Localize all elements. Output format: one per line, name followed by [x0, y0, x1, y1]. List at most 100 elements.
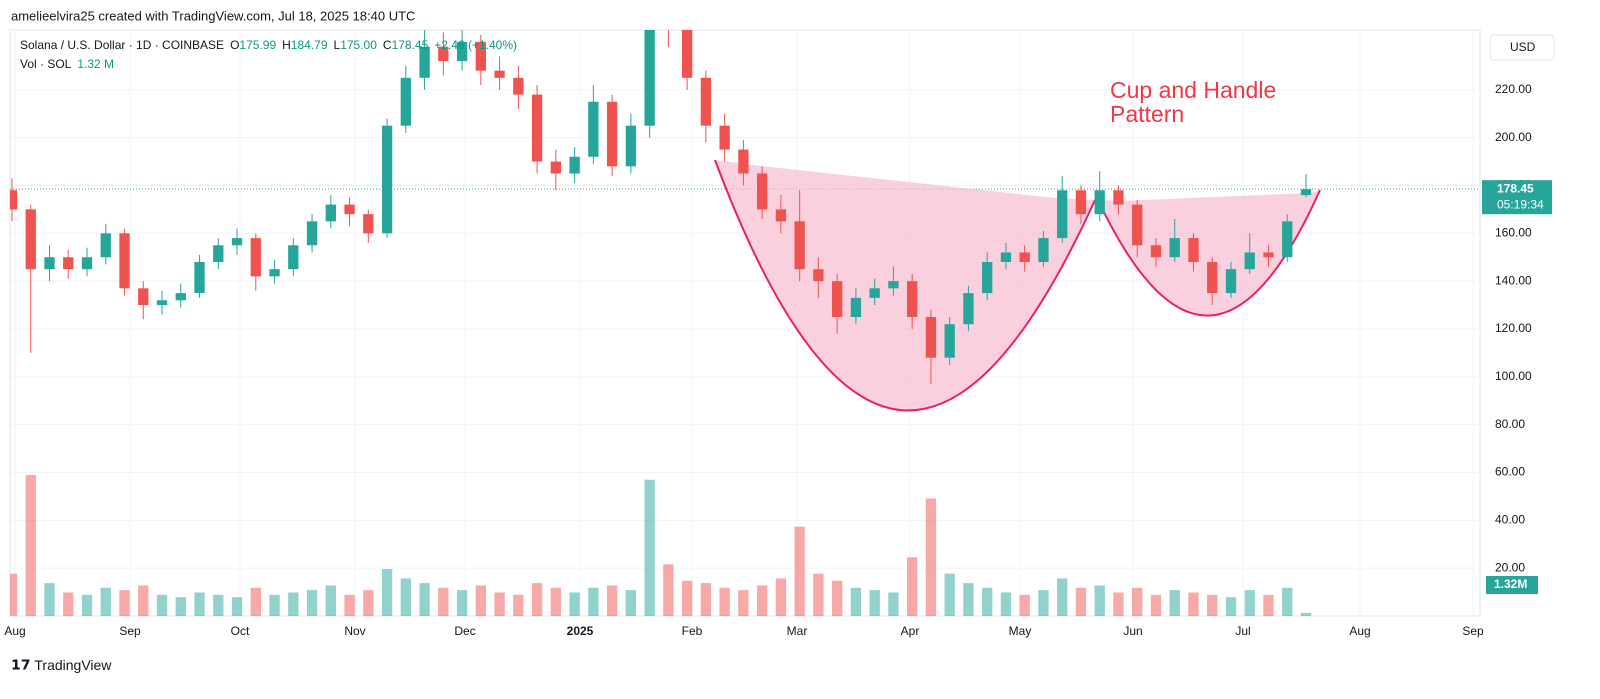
handle-fill — [1098, 190, 1320, 316]
candle-body — [381, 125, 393, 234]
y-tick-label: 100.00 — [1495, 369, 1532, 383]
volume-bar — [794, 526, 805, 616]
grid — [10, 30, 1480, 616]
x-tick-label: May — [1009, 624, 1032, 638]
currency[interactable]: USD — [1510, 40, 1536, 54]
volume-bar — [306, 590, 318, 616]
volume-layer — [10, 475, 1312, 616]
volume-bar — [569, 592, 580, 616]
candle-body — [1019, 252, 1030, 263]
symbol-legend: Solana / U.S. Dollar · 1D · COINBASE O175… — [20, 38, 517, 52]
candle-body — [663, 13, 673, 30]
volume-bar — [944, 573, 955, 616]
candle-body — [1132, 204, 1143, 246]
volume-bar — [44, 583, 55, 616]
volume-bar — [10, 573, 18, 616]
candle-body — [588, 101, 599, 157]
volume-bar — [1207, 594, 1218, 616]
candle-body — [194, 262, 205, 294]
volume-bar — [869, 590, 880, 616]
y-tick-label: 60.00 — [1495, 465, 1525, 479]
candle-body — [513, 77, 524, 95]
candle-body — [963, 293, 974, 325]
candle-body — [531, 94, 543, 162]
volume-bar — [381, 569, 393, 616]
volume-bar — [625, 590, 637, 616]
candle-body — [888, 281, 899, 289]
ohlc-key: H — [282, 38, 291, 52]
volume-bar — [700, 583, 712, 616]
volume-bar — [138, 585, 149, 616]
candle-layer — [10, 13, 1312, 384]
candle-body — [1113, 190, 1124, 205]
volume-bar — [213, 594, 224, 616]
x-tick-label: Aug — [4, 624, 25, 638]
volume-bar — [400, 578, 411, 616]
candle-body — [850, 297, 862, 318]
candle-body — [1075, 190, 1087, 215]
volume-bar — [438, 587, 449, 616]
x-tick-label: Mar — [787, 624, 808, 638]
volume-bar — [1263, 594, 1274, 616]
volume-bar — [1019, 594, 1030, 616]
y-tick-label: 200.00 — [1495, 130, 1532, 144]
volume-legend: Vol · SOL 1.32 M — [20, 57, 114, 71]
volume-bar — [1188, 592, 1199, 616]
y-tick-label: 160.00 — [1495, 225, 1532, 239]
volume-bar — [644, 479, 655, 616]
candle-body — [363, 214, 374, 234]
volume-bar — [325, 585, 336, 616]
candle-body — [325, 204, 336, 222]
candle-body — [1207, 262, 1218, 294]
candle-body — [1057, 190, 1068, 239]
candle-body — [925, 317, 937, 358]
candle-body — [681, 30, 693, 78]
volume-bar — [81, 594, 93, 616]
y-tick-label: 20.00 — [1495, 560, 1525, 574]
candle-body — [1000, 252, 1012, 263]
ohlc-key: O — [230, 38, 239, 52]
volume-bar — [738, 590, 749, 616]
volume-bar — [813, 573, 824, 616]
x-tick-label: Dec — [454, 624, 475, 638]
x-tick-label: Nov — [344, 624, 365, 638]
volume-bar — [925, 498, 937, 616]
annotation: Cup and Handle Pattern — [1110, 77, 1276, 127]
candle-body — [10, 190, 18, 210]
countdown: 05:19:34 — [1497, 197, 1544, 211]
volume-bar — [63, 592, 74, 616]
volume-bar — [719, 587, 730, 616]
credit: amelieelvira25 created with TradingView.… — [11, 8, 415, 23]
candle-body — [738, 149, 749, 174]
volume-bar — [963, 583, 974, 616]
volume-bar — [1150, 594, 1162, 616]
candle-body — [344, 204, 355, 215]
candle-body — [1263, 252, 1274, 258]
volume-bar — [832, 580, 843, 616]
volume-bar — [513, 594, 524, 616]
candle-body — [1188, 238, 1199, 263]
volume-bar — [850, 587, 862, 616]
volume-bar — [588, 587, 599, 616]
symbol: Solana / U.S. Dollar · 1D · COINBASE — [20, 38, 224, 52]
x-tick-label: 2025 — [567, 624, 594, 638]
candle-body — [494, 70, 505, 78]
candle-body — [1150, 245, 1162, 258]
volume-bar — [288, 592, 299, 616]
volume-bar — [475, 585, 486, 616]
volume-bar — [194, 592, 205, 616]
candle-body — [100, 233, 111, 258]
volume-bar — [119, 590, 130, 616]
ohlc-key: C — [383, 38, 392, 52]
volume-bar — [888, 592, 899, 616]
volume-bar — [269, 594, 280, 616]
volume-bar — [1075, 587, 1087, 616]
candle-body — [250, 238, 261, 277]
candle-body — [606, 101, 618, 167]
volume-value: 1.32 M — [77, 57, 114, 71]
volume-bar — [1057, 578, 1068, 616]
volume-bar — [100, 587, 111, 616]
volume-tag — [1486, 576, 1538, 594]
currency-button[interactable] — [1489, 34, 1555, 61]
